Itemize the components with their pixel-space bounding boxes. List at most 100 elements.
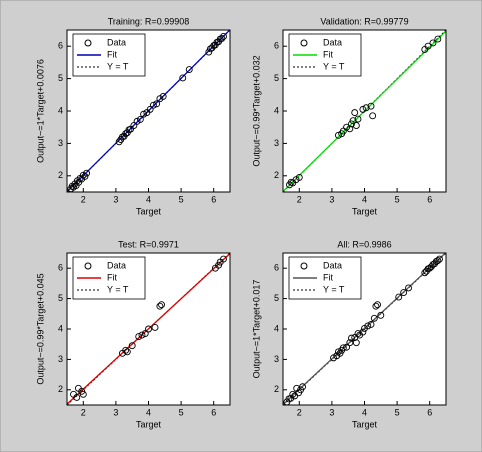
legend-label: Fit: [323, 272, 333, 282]
x-tick-label: 4: [146, 407, 151, 417]
data-point: [359, 105, 367, 113]
data-point: [185, 66, 193, 73]
legend-label: Fit: [323, 49, 333, 59]
x-tick-label: 5: [395, 407, 400, 417]
data-point: [364, 322, 372, 330]
plot: Validation: R=0.99779 Target Output~=0.99*…: [251, 16, 447, 216]
data-point: [205, 48, 213, 56]
data-point: [73, 393, 81, 401]
y-axis-label: Output~=1*Target+0.0076: [35, 59, 45, 163]
data-point: [153, 100, 161, 108]
x-axis-label: Target: [352, 206, 378, 216]
data-point: [351, 109, 359, 117]
data-point: [140, 110, 148, 118]
data-point: [348, 120, 355, 128]
y-tick-label: 6: [274, 263, 279, 273]
plot-frame: [282, 29, 447, 193]
data-point: [149, 101, 157, 109]
data-point: [367, 320, 375, 328]
data-point: [395, 293, 403, 301]
data-point: [130, 122, 138, 130]
data-point: [334, 131, 342, 139]
data-point: [374, 301, 381, 309]
data-point: [354, 330, 362, 338]
x-tick-label: 4: [362, 407, 367, 417]
y-tick-label: 2: [58, 384, 63, 394]
plot: Training: R=0.99908 Target Output~=1*Targe…: [35, 16, 231, 216]
data-point: [159, 92, 167, 100]
legend: Data Fit Y = T: [72, 256, 146, 300]
data-point: [334, 348, 342, 356]
data-point: [122, 346, 130, 354]
data-point: [436, 255, 443, 263]
plot-frame: [66, 29, 231, 193]
x-axis-label: Target: [352, 419, 378, 429]
data-point: [343, 123, 351, 131]
data-point: [287, 394, 295, 402]
x-axis-label: Target: [136, 206, 162, 216]
legend: Data Fit Y = T: [72, 33, 146, 77]
legend-label: Data: [107, 260, 126, 270]
data-point: [218, 34, 226, 42]
data-point: [369, 112, 377, 120]
data-point: [146, 105, 154, 113]
data-point: [115, 138, 123, 146]
x-tick-label: 5: [179, 407, 184, 417]
x-tick-label: 5: [179, 194, 184, 204]
x-tick-label: 2: [81, 407, 86, 417]
x-tick-label: 6: [211, 407, 216, 417]
y-axis-label: Output~=0.99*Target+0.032: [251, 55, 261, 166]
legend-label: Y = T: [107, 284, 129, 294]
data-point: [352, 339, 360, 347]
legend-marker: [300, 262, 308, 270]
series-line: [283, 253, 446, 405]
data-point: [220, 255, 227, 263]
x-tick-label: 3: [113, 407, 118, 417]
y-tick-label: 3: [58, 354, 63, 364]
y-tick-label: 4: [58, 323, 63, 333]
data-point: [145, 325, 152, 333]
x-tick-label: 4: [146, 194, 151, 204]
data-point: [123, 348, 131, 356]
y-axis-label: Output~=0.99*Target+0.045: [35, 273, 45, 384]
data-point: [370, 314, 378, 322]
chart-title: Training: R=0.99908: [108, 16, 189, 26]
y-tick-label: 5: [58, 73, 63, 83]
y-tick-label: 5: [58, 293, 63, 303]
data-point: [362, 104, 370, 112]
y-tick-label: 3: [274, 138, 279, 148]
legend-marker: [84, 39, 92, 47]
data-point: [295, 173, 303, 181]
data-point: [79, 390, 87, 398]
data-point: [136, 115, 144, 123]
y-tick-label: 5: [274, 73, 279, 83]
data-point: [348, 334, 355, 342]
legend-label: Y = T: [323, 284, 345, 294]
legend-marker: [300, 39, 308, 47]
y-tick-label: 6: [274, 41, 279, 51]
data-point: [220, 33, 227, 40]
data-point: [343, 343, 351, 351]
data-point: [352, 122, 360, 130]
x-tick-label: 3: [329, 194, 334, 204]
x-tick-label: 3: [113, 194, 118, 204]
data-point: [179, 74, 187, 82]
chart-title: Test: R=0.9971: [118, 239, 179, 249]
data-point: [349, 117, 357, 125]
y-tick-label: 4: [58, 105, 63, 115]
legend: Data Fit Y = T: [288, 33, 362, 77]
legend-label: Fit: [107, 272, 117, 282]
legend-box: [288, 33, 362, 77]
x-tick-label: 3: [329, 407, 334, 417]
data-point: [339, 344, 347, 352]
chart-title: Validation: R=0.99779: [320, 16, 408, 26]
y-axis-label: Output~=1*Target+0.017: [251, 280, 261, 379]
data-point: [138, 331, 146, 339]
legend: Data Fit Y = T: [288, 256, 362, 300]
data-point: [359, 328, 367, 336]
legend-label: Data: [323, 260, 342, 270]
y-tick-label: 2: [58, 170, 63, 180]
y-tick-label: 2: [274, 384, 279, 394]
